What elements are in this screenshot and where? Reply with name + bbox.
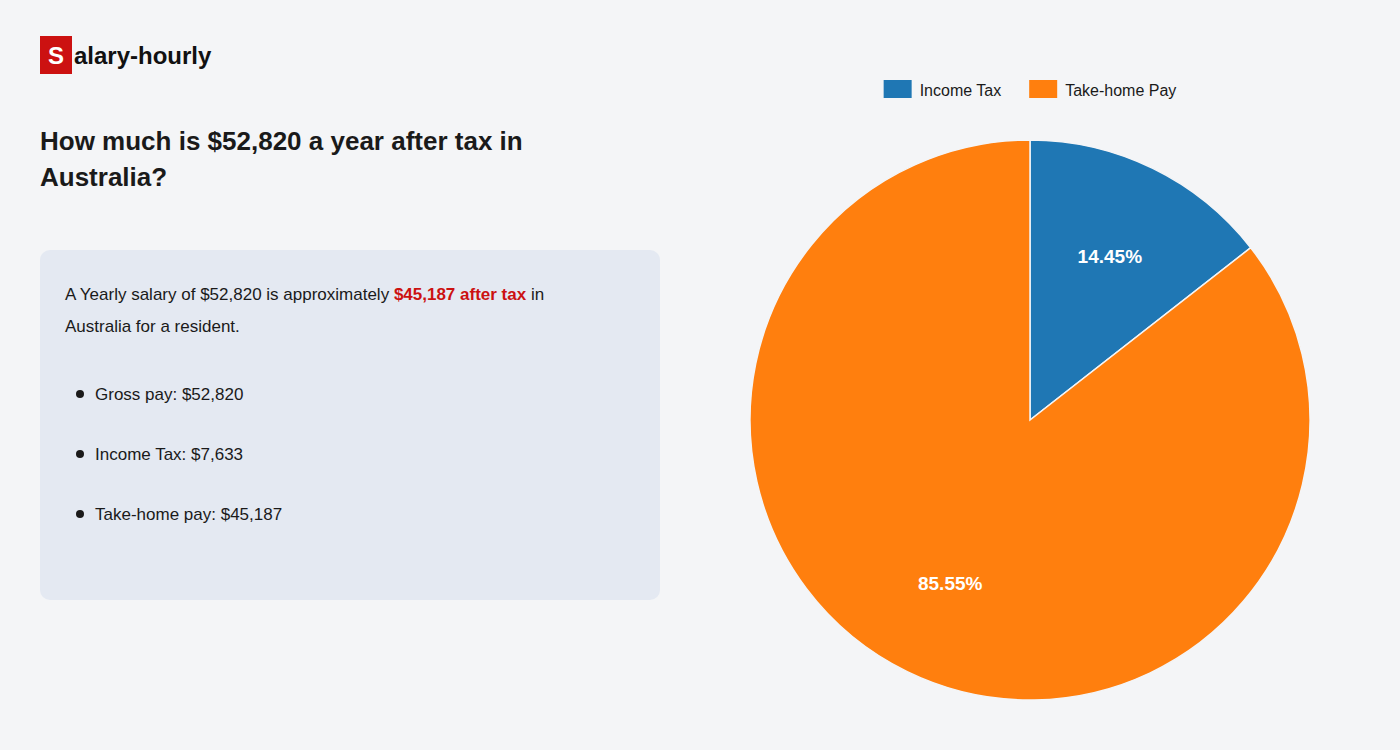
legend-item: Income Tax [884,80,1002,99]
slices [750,140,1310,700]
bullet-text: Income Tax: $7,633 [95,445,243,464]
bullet-text: Gross pay: $52,820 [95,385,243,404]
logo: Salary-hourly [40,36,212,74]
bullet-dot [76,450,84,458]
legend-label: Take-home Pay [1065,82,1176,99]
pie [750,140,1310,700]
bullet-dot [76,510,84,518]
background [0,0,1400,750]
legend-label: Income Tax [920,82,1002,99]
data-labels: 14.45% 85.55% [918,246,1142,594]
data-label: 14.45% [1078,246,1143,267]
chart: Salary-hourly How much is $52,820 a year … [0,0,1400,750]
legend: Income Tax Take-home Pay [884,80,1177,99]
body-line: A Yearly salary of $52,820 is approximat… [65,285,544,304]
logo-text: S [48,42,64,69]
body-text: A Yearly salary of $52,820 is approximat… [65,285,394,304]
logo-box [40,36,72,74]
body-line: Australia for a resident. [65,317,240,336]
body-text: $45,187 after tax [394,285,527,304]
title: Australia? [40,162,167,192]
title: How much is $52,820 a year after tax in [40,126,523,156]
logo-text: alary-hourly [74,42,212,69]
pie-slice [750,140,1310,700]
legend-swatch [884,80,912,98]
body-text: Australia for a resident. [65,317,240,336]
legend-item: Take-home Pay [1029,80,1176,99]
body-text: in [526,285,544,304]
legend-swatch [1029,80,1057,98]
data-label: 85.55% [918,573,983,594]
bullet-text: Take-home pay: $45,187 [95,505,282,524]
info-box [40,250,660,600]
info-panel: Salary-hourly How much is $52,820 a year … [40,36,660,600]
bullet-dot [76,390,84,398]
